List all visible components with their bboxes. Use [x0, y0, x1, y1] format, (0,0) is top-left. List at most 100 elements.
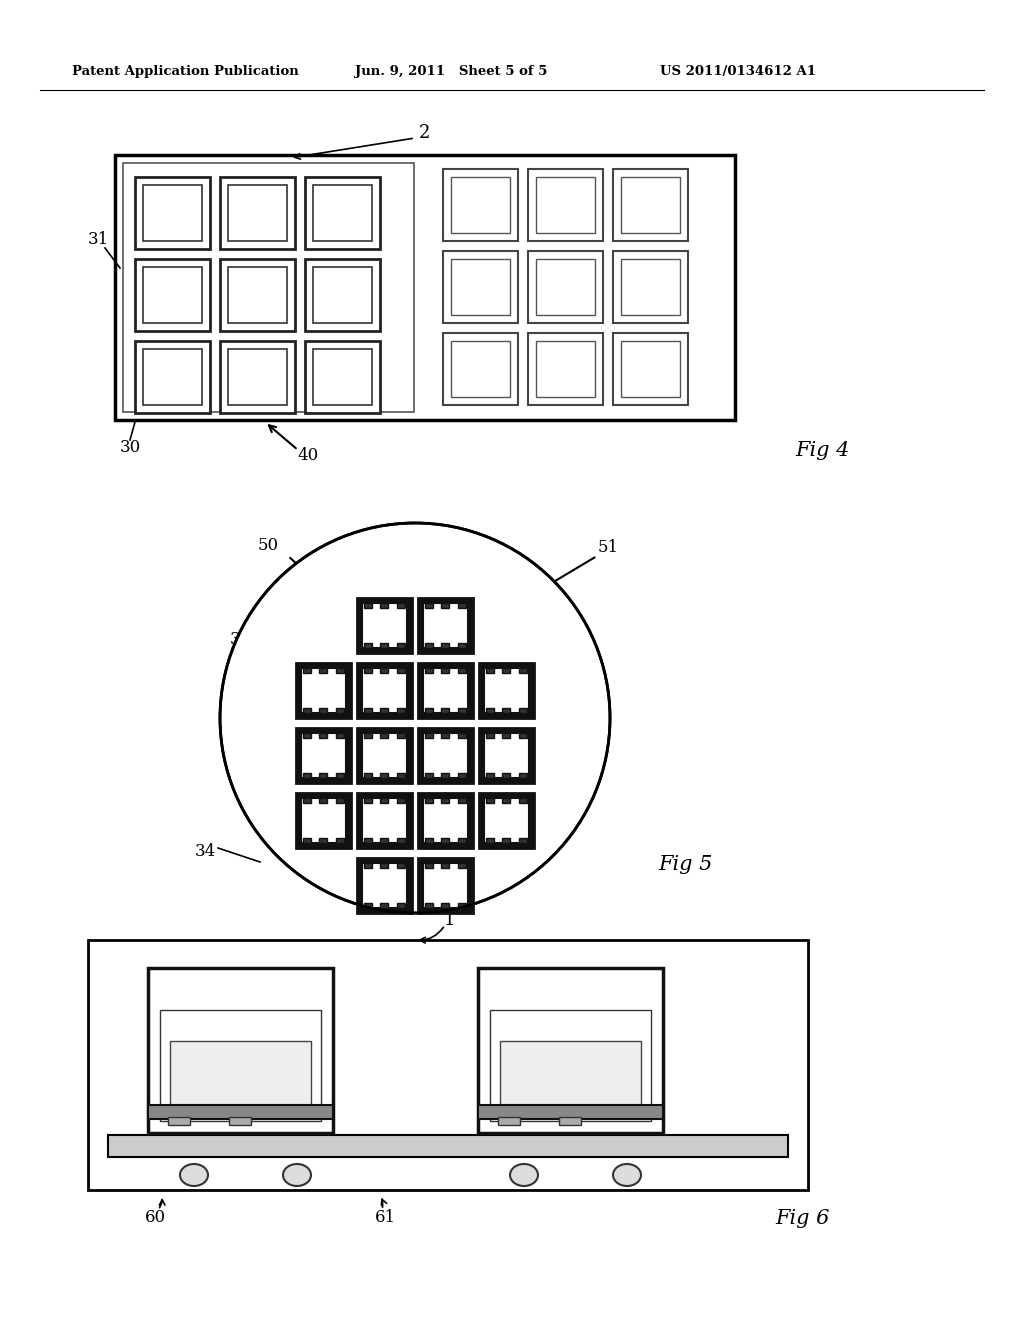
- Bar: [380, 603, 388, 609]
- Text: 31: 31: [88, 231, 110, 248]
- Bar: [423, 733, 468, 777]
- Bar: [301, 668, 346, 713]
- Bar: [519, 774, 527, 777]
- Bar: [228, 348, 287, 405]
- Bar: [362, 733, 407, 777]
- Text: 40: 40: [297, 446, 318, 463]
- Text: 51: 51: [597, 540, 618, 557]
- Bar: [458, 838, 466, 843]
- Bar: [502, 774, 510, 777]
- Bar: [397, 733, 406, 738]
- Bar: [502, 799, 510, 803]
- Bar: [228, 267, 287, 323]
- Bar: [319, 668, 327, 673]
- Bar: [397, 643, 406, 648]
- Bar: [622, 259, 680, 315]
- Bar: [301, 733, 346, 777]
- Bar: [423, 668, 468, 713]
- Bar: [336, 799, 344, 803]
- Bar: [484, 799, 529, 843]
- Bar: [313, 185, 372, 242]
- Bar: [362, 603, 407, 648]
- Bar: [143, 185, 202, 242]
- Bar: [484, 668, 529, 713]
- Bar: [484, 733, 529, 777]
- Bar: [528, 169, 603, 242]
- Bar: [622, 177, 680, 234]
- Bar: [362, 799, 407, 843]
- Bar: [528, 333, 603, 405]
- Bar: [479, 729, 534, 783]
- Bar: [357, 793, 412, 847]
- Bar: [301, 799, 346, 843]
- Bar: [319, 838, 327, 843]
- Text: Jun. 9, 2011   Sheet 5 of 5: Jun. 9, 2011 Sheet 5 of 5: [355, 66, 548, 78]
- Ellipse shape: [510, 1164, 538, 1185]
- Bar: [425, 643, 433, 648]
- Bar: [336, 668, 344, 673]
- Bar: [458, 603, 466, 609]
- Bar: [303, 838, 311, 843]
- Bar: [364, 733, 372, 738]
- Bar: [364, 863, 372, 869]
- Bar: [380, 774, 388, 777]
- Bar: [380, 668, 388, 673]
- Bar: [303, 799, 311, 803]
- Bar: [220, 177, 295, 249]
- Bar: [364, 838, 372, 843]
- Bar: [296, 663, 351, 718]
- Bar: [441, 643, 449, 648]
- Bar: [502, 668, 510, 673]
- Bar: [613, 169, 688, 242]
- Bar: [484, 733, 529, 777]
- Bar: [452, 341, 510, 397]
- Text: Fig 4: Fig 4: [795, 441, 849, 459]
- Bar: [423, 863, 468, 908]
- Bar: [425, 708, 433, 713]
- Bar: [458, 774, 466, 777]
- Text: 61: 61: [375, 1209, 395, 1226]
- Bar: [220, 259, 295, 331]
- Bar: [301, 668, 346, 713]
- Bar: [441, 603, 449, 609]
- Bar: [148, 1105, 333, 1119]
- Bar: [362, 733, 407, 777]
- Bar: [380, 733, 388, 738]
- Bar: [397, 799, 406, 803]
- Bar: [423, 799, 468, 843]
- Bar: [519, 668, 527, 673]
- Bar: [362, 863, 407, 908]
- Bar: [519, 733, 527, 738]
- Bar: [397, 708, 406, 713]
- Bar: [423, 799, 468, 843]
- Bar: [502, 708, 510, 713]
- Bar: [425, 838, 433, 843]
- Bar: [484, 799, 529, 843]
- Bar: [423, 603, 468, 648]
- Bar: [319, 733, 327, 738]
- Bar: [484, 668, 529, 713]
- Bar: [425, 603, 433, 609]
- Bar: [423, 668, 468, 713]
- Bar: [303, 668, 311, 673]
- Bar: [380, 903, 388, 908]
- Bar: [441, 774, 449, 777]
- Bar: [228, 185, 287, 242]
- Bar: [305, 177, 380, 249]
- Bar: [160, 1010, 321, 1121]
- Bar: [397, 903, 406, 908]
- Bar: [380, 863, 388, 869]
- Bar: [423, 603, 468, 648]
- Bar: [486, 733, 494, 738]
- Bar: [303, 708, 311, 713]
- Bar: [418, 858, 473, 913]
- Bar: [357, 663, 412, 718]
- Bar: [519, 708, 527, 713]
- Bar: [479, 793, 534, 847]
- Bar: [362, 603, 407, 648]
- Bar: [364, 603, 372, 609]
- Bar: [380, 643, 388, 648]
- Bar: [148, 968, 333, 1133]
- Bar: [425, 863, 433, 869]
- Bar: [502, 733, 510, 738]
